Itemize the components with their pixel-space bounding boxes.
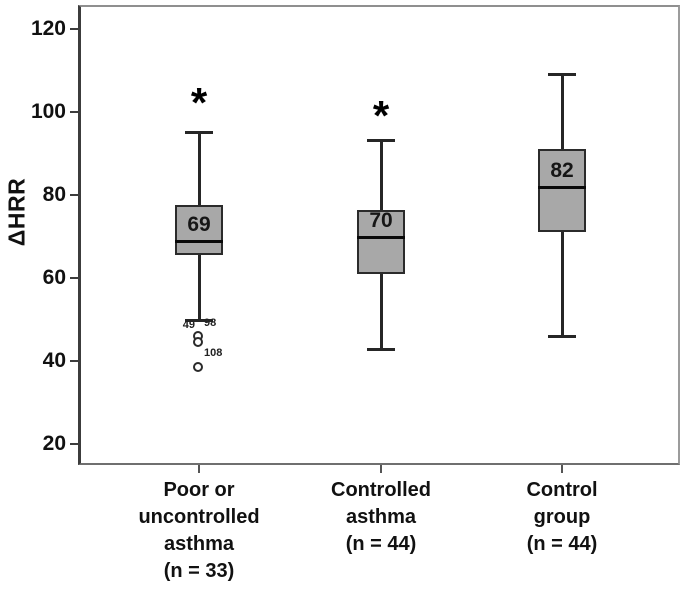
y-tick-mark <box>70 443 78 445</box>
whisker-cap-lower <box>548 335 576 339</box>
category-label-line: Control <box>526 479 598 501</box>
category-label: Controlled asthma (n = 44) <box>286 477 476 558</box>
category-label-line: (n = 33) <box>163 560 235 582</box>
iqr-box <box>357 209 405 274</box>
outlier-point <box>193 337 203 348</box>
whisker-cap-upper <box>367 139 395 143</box>
y-tick-label: 40 <box>42 349 66 372</box>
category-label-line: Poor or <box>163 479 235 501</box>
category-label-line: Controlled <box>331 479 431 501</box>
category-tick-mark <box>561 465 563 473</box>
y-tick-mark <box>70 277 78 279</box>
category-label-line: group <box>533 506 591 528</box>
category-label-line: asthma <box>163 533 235 555</box>
significance-asterisk: * <box>190 79 208 127</box>
whisker-lower <box>380 273 383 349</box>
category-label-line: uncontrolled <box>138 506 260 528</box>
whisker-cap-upper <box>548 72 576 76</box>
y-tick-label: 100 <box>30 100 66 123</box>
category-tick-mark <box>380 465 382 473</box>
whisker-upper <box>561 74 564 150</box>
category-tick-mark <box>198 465 200 473</box>
median-value-label: 70 <box>369 208 393 232</box>
iqr-box <box>175 205 223 256</box>
whisker-lower <box>561 232 564 337</box>
y-tick-label: 80 <box>42 183 66 206</box>
outlier-case-label: 49 <box>182 318 195 331</box>
whisker-upper <box>380 141 383 210</box>
median-line <box>357 235 405 239</box>
y-tick-mark <box>70 111 78 113</box>
whisker-cap-lower <box>185 318 213 322</box>
y-tick-mark <box>70 194 78 196</box>
y-tick-mark <box>70 360 78 362</box>
category-label-line: (n = 44) <box>345 533 417 555</box>
category-label: Poor or uncontrolled asthma (n = 33) <box>104 477 294 585</box>
median-value-label: 69 <box>187 212 211 236</box>
median-line <box>538 185 586 189</box>
y-tick-label: 20 <box>42 432 66 455</box>
y-tick-label: 60 <box>42 266 66 289</box>
median-value-label: 82 <box>550 158 574 182</box>
median-line <box>175 239 223 243</box>
whisker-upper <box>198 132 201 206</box>
whisker-cap-upper <box>185 130 213 134</box>
y-tick-mark <box>70 28 78 30</box>
category-label-line: (n = 44) <box>526 533 598 555</box>
outlier-case-label: 108 <box>204 346 223 359</box>
category-label-line: asthma <box>345 506 417 528</box>
category-label: Control group (n = 44) <box>467 477 657 558</box>
y-tick-label: 120 <box>30 17 66 40</box>
whisker-cap-lower <box>367 347 395 351</box>
iqr-box <box>538 149 586 233</box>
outlier-case-label: 98 <box>204 316 217 329</box>
significance-asterisk: * <box>372 91 390 139</box>
whisker-lower <box>198 255 201 320</box>
outlier-point <box>193 362 203 373</box>
